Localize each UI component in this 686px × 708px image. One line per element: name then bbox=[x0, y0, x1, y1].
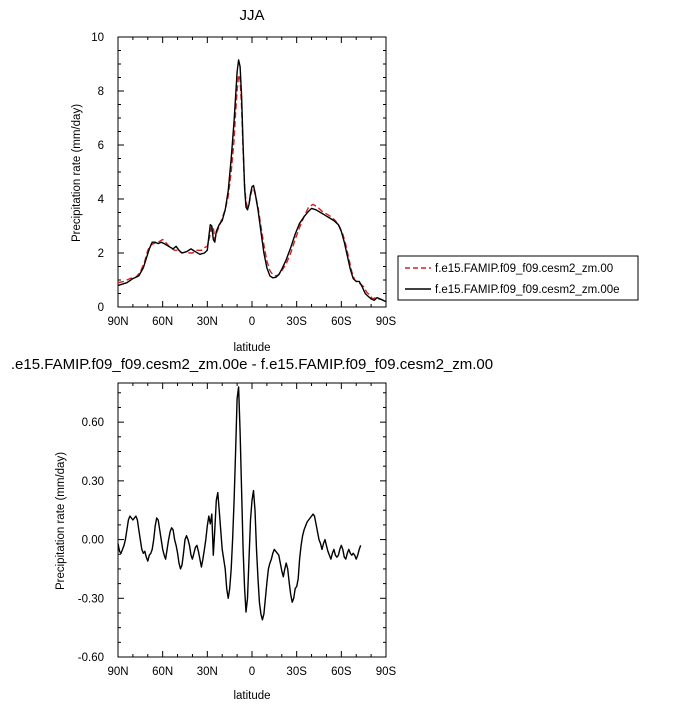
x-tick-label: 90S bbox=[376, 666, 397, 678]
y-tick-label: 0.00 bbox=[82, 535, 104, 547]
x-tick-label: 60N bbox=[152, 316, 173, 328]
y-tick-label: -0.60 bbox=[78, 652, 104, 664]
x-tick-label: 60N bbox=[152, 666, 173, 678]
top-y-axis-label: Precipitation rate (mm/day) bbox=[71, 104, 83, 242]
legend-label-0: f.e15.FAMIP.f09_f09.cesm2_zm.00 bbox=[435, 263, 613, 275]
series-line-0 bbox=[117, 386, 362, 621]
y-tick-label: 4 bbox=[98, 194, 105, 206]
x-tick-label: 60S bbox=[331, 316, 352, 328]
y-tick-label: 0.30 bbox=[82, 476, 104, 488]
y-tick-label: 10 bbox=[91, 32, 104, 44]
y-tick-label: 0.60 bbox=[82, 417, 104, 429]
top-legend: f.e15.FAMIP.f09_f09.cesm2_zm.00 f.e15.FAM… bbox=[397, 255, 639, 301]
x-tick-label: 30N bbox=[197, 316, 218, 328]
legend-label-1: f.e15.FAMIP.f09_f09.cesm2_zm.00e bbox=[435, 284, 620, 296]
top-axes: 90N 60N 30N 0 30S 60S 90S 0 2 4 6 8 10 bbox=[91, 32, 396, 328]
x-tick-label: 0 bbox=[249, 316, 255, 328]
x-tick-label: 30S bbox=[286, 316, 307, 328]
series-line-0 bbox=[117, 74, 387, 303]
x-tick-label: 90N bbox=[107, 666, 128, 678]
x-tick-label: 30S bbox=[286, 666, 307, 678]
bottom-x-axis-label: latitude bbox=[233, 690, 270, 702]
y-tick-label: 0 bbox=[98, 302, 104, 314]
bottom-y-axis-label: Precipitation rate (mm/day) bbox=[55, 452, 67, 590]
legend-box bbox=[397, 255, 639, 301]
y-tick-label: -0.30 bbox=[78, 593, 104, 605]
bottom-panel: .e15.FAMIP.f09_f09.cesm2_zm.00e - f.e15.… bbox=[11, 356, 493, 702]
bottom-axes: 90N 60N 30N 0 30S 60S 90S -0.60 -0.30 0.00 0.30 0.6… bbox=[78, 382, 397, 678]
y-tick-label: 8 bbox=[98, 86, 104, 98]
x-tick-label: 30N bbox=[197, 666, 218, 678]
top-plot-area bbox=[117, 59, 387, 303]
bottom-plot-area bbox=[117, 386, 362, 621]
x-tick-label: 60S bbox=[331, 666, 352, 678]
x-tick-label: 90S bbox=[376, 316, 397, 328]
series-line-1 bbox=[117, 59, 387, 303]
x-tick-label: 90N bbox=[107, 316, 128, 328]
top-panel: JJA latitude Precipitation rate (mm/day)… bbox=[71, 7, 639, 354]
y-tick-label: 6 bbox=[98, 140, 104, 152]
top-x-axis-label: latitude bbox=[233, 342, 270, 354]
bottom-chart-title: .e15.FAMIP.f09_f09.cesm2_zm.00e - f.e15.… bbox=[11, 356, 493, 373]
x-tick-label: 0 bbox=[249, 666, 255, 678]
y-tick-label: 2 bbox=[98, 248, 104, 260]
plot-frame bbox=[117, 36, 387, 308]
top-chart-title: JJA bbox=[239, 7, 264, 24]
